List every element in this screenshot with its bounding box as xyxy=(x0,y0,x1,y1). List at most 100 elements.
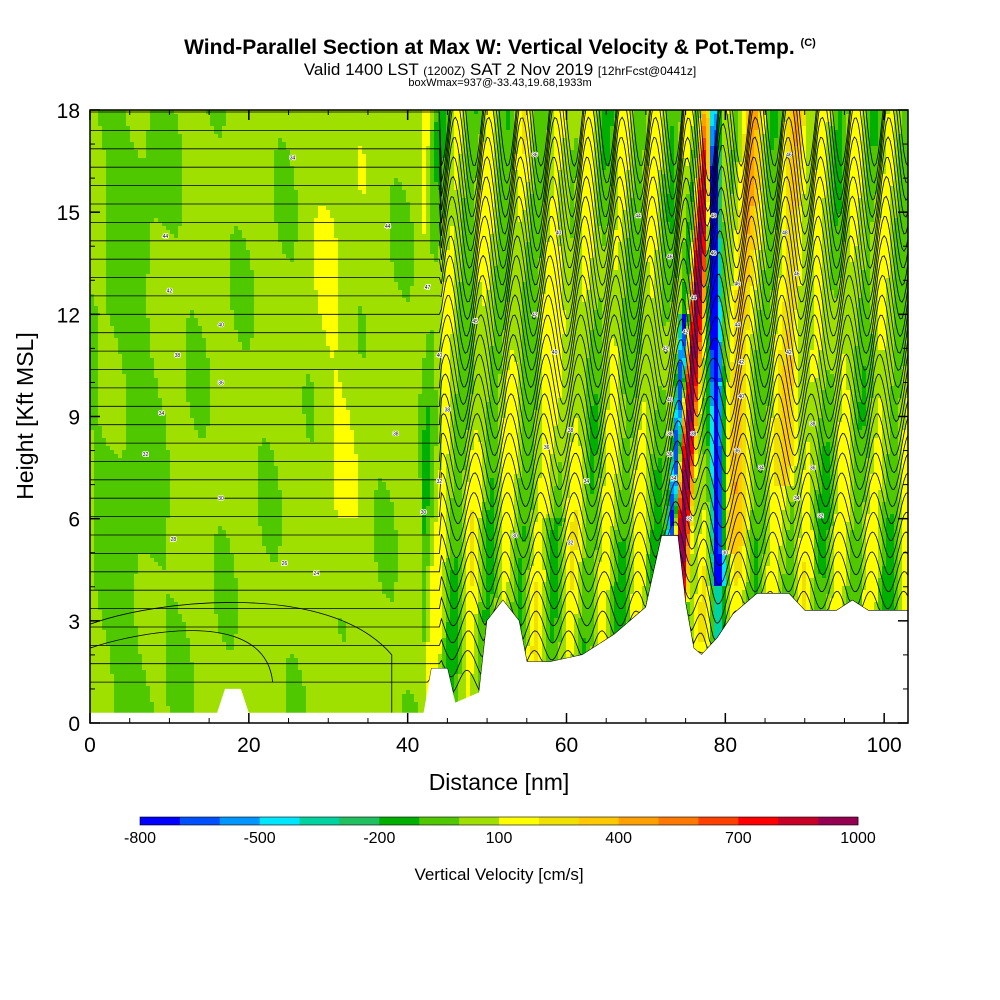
valid-utc: (1200Z) xyxy=(423,64,465,78)
contour-label-text: 40 xyxy=(556,231,562,237)
contour-label-text: 46 xyxy=(786,152,792,158)
colorbar-swatch xyxy=(299,817,340,825)
contour-label: 38 xyxy=(567,427,574,435)
contour-label: 34 xyxy=(670,475,677,483)
contour-label: 42 xyxy=(785,349,792,357)
colorbar: -800 -500 -200 100 400 700 1000 xyxy=(124,816,876,847)
contour-label: 42 xyxy=(166,288,173,296)
contour-label-text: 40 xyxy=(667,397,673,403)
contour-label: 32 xyxy=(567,540,574,548)
colorbar-swatch xyxy=(259,817,300,825)
contour-label: 46 xyxy=(734,281,741,289)
contour-label: 44 xyxy=(734,322,741,330)
contour-label-text: 45 xyxy=(472,319,478,325)
contour-label: 32 xyxy=(436,478,443,486)
colorbar-swatch xyxy=(818,817,859,825)
contour-label-text: 26 xyxy=(282,561,288,567)
contour-label: 36 xyxy=(217,380,224,388)
contour-label: 30 xyxy=(420,509,427,517)
y-tick-label: 3 xyxy=(68,611,80,634)
colorbar-tick-label: -200 xyxy=(363,830,395,847)
contour-label-text: 36 xyxy=(544,445,550,451)
contour-label: 38 xyxy=(444,407,451,415)
y-tick-label: 18 xyxy=(57,100,80,123)
contour-label: 48 xyxy=(710,213,717,221)
colorbar-tick-label: 400 xyxy=(605,830,632,847)
x-tick-label: 40 xyxy=(396,734,419,757)
y-tick-label: 6 xyxy=(68,509,80,532)
contour-label: 38 xyxy=(690,431,697,439)
contour-label: 44 xyxy=(384,223,391,231)
forecast-label: [12hrFcst@0441z] xyxy=(598,64,696,78)
colorbar-tick-label: 1000 xyxy=(840,830,876,847)
contour-label: 42 xyxy=(531,312,538,320)
contour-label-text: 44 xyxy=(734,323,740,329)
contour-label-text: 46 xyxy=(667,254,673,260)
colorbar-swatch xyxy=(419,817,460,825)
valid-date: SAT 2 Nov 2019 xyxy=(470,60,593,79)
contour-label-text: 34 xyxy=(758,466,764,472)
contour-label-text: 47 xyxy=(425,285,431,291)
contour-label: 47 xyxy=(424,284,431,292)
contour-label-text: 44 xyxy=(163,234,169,240)
chart-title-mark: (C) xyxy=(801,37,816,49)
contour-label-text: 44 xyxy=(635,214,641,220)
contour-label: 30 xyxy=(722,550,729,558)
contour-label-text: 28 xyxy=(171,537,177,543)
contour-label-text: 44 xyxy=(385,224,391,230)
contour-label-text: 30 xyxy=(723,551,729,557)
contour-label-text: 38 xyxy=(810,421,816,427)
colorbar-swatch xyxy=(738,817,779,825)
colorbar-swatch xyxy=(179,817,221,825)
contour-label-text: 46 xyxy=(734,282,740,288)
chart-subtitle: Valid 1400 LST (1200Z) SAT 2 Nov 2019 [1… xyxy=(0,60,1000,80)
contour-label-text: 34 xyxy=(584,479,590,485)
contour-label: 34 xyxy=(583,478,590,486)
x-tick-label: 60 xyxy=(555,734,578,757)
contour-label-text: 46 xyxy=(794,271,800,277)
contour-label: 44 xyxy=(634,213,641,221)
colorbar-tick-label: -500 xyxy=(244,830,276,847)
contour-label: 24 xyxy=(313,570,320,578)
contour-label: 36 xyxy=(531,151,538,159)
contour-label-text: 42 xyxy=(738,360,744,366)
colorbar-swatch xyxy=(219,817,261,825)
colorbar-tick-label: 100 xyxy=(486,830,513,847)
colorbar-swatch xyxy=(658,817,699,825)
contour-label-text: 32 xyxy=(437,479,443,485)
box-wmax-note: boxWmax=937@-33.43,19.68,1933m xyxy=(0,77,1000,89)
chart-title-text: Wind-Parallel Section at Max W: Vertical… xyxy=(184,36,795,59)
contour-label-text: 38 xyxy=(568,428,574,434)
contour-label-text: 34 xyxy=(290,156,296,162)
contour-label: 46 xyxy=(793,271,800,279)
contour-label: 40 xyxy=(555,230,562,238)
colorbar-swatch xyxy=(778,817,819,825)
contour-label-text: 42 xyxy=(786,350,792,356)
contour-labels: 34 44 44 47 42 40 45 38 36 40 34 32 38 38 30 32 30 28 26 24… xyxy=(142,151,824,578)
x-tick-label: 20 xyxy=(237,734,260,757)
contour-label-text: 36 xyxy=(810,466,816,472)
colorbar-swatch xyxy=(140,817,181,825)
contour-label-text: 36 xyxy=(734,449,740,455)
contour-label-text: 46 xyxy=(711,251,717,257)
plot-area: 34 44 44 47 42 40 45 38 36 40 34 32 38 38 30 32 30 28 26 24… xyxy=(90,110,908,723)
contour-label: 40 xyxy=(217,322,224,330)
contour-label-text: 40 xyxy=(738,394,744,400)
y-axis-label: Height [Kft MSL] xyxy=(12,332,38,499)
contour-label: 48 xyxy=(781,230,788,238)
contour-label-text: 30 xyxy=(512,534,518,540)
contour-label-text: 44 xyxy=(691,295,697,301)
colorbar-swatch xyxy=(459,817,500,825)
contour-label: 28 xyxy=(170,536,177,544)
contour-label: 38 xyxy=(666,431,673,439)
contour-label: 38 xyxy=(392,431,399,439)
contour-label-text: 48 xyxy=(711,214,717,220)
contour-label: 42 xyxy=(662,346,669,354)
contour-label: 40 xyxy=(738,393,745,401)
x-tick-label: 80 xyxy=(714,734,737,757)
contour-label-text: 36 xyxy=(667,452,673,458)
contour-label: 44 xyxy=(690,295,697,303)
contour-label-text: 34 xyxy=(671,476,677,482)
contour-label-text: 42 xyxy=(532,312,538,318)
